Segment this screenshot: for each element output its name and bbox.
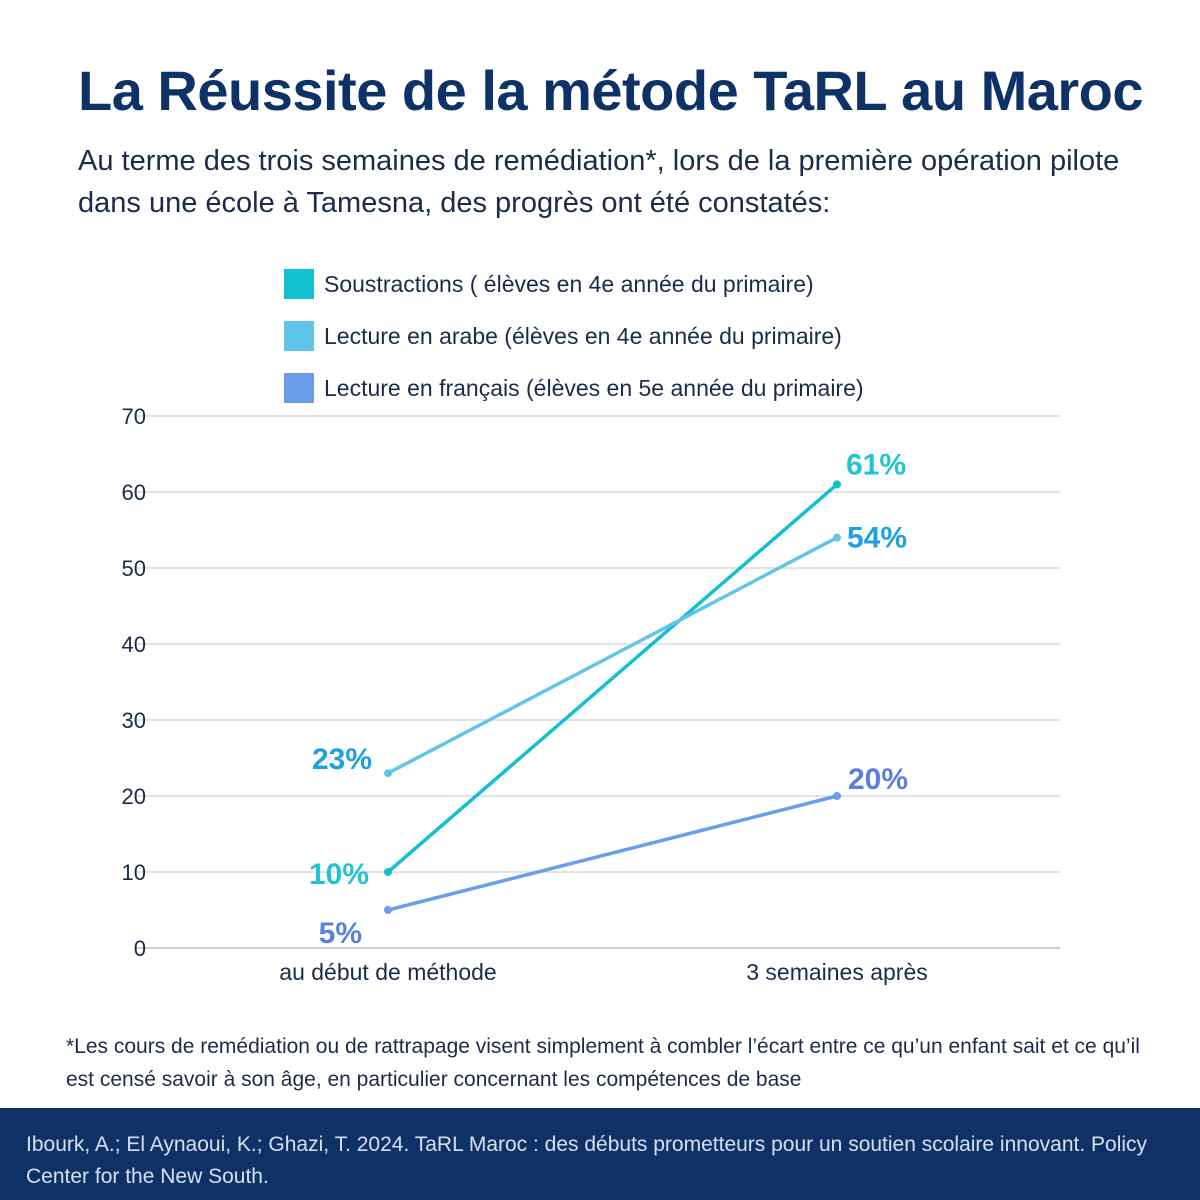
y-tick-label-40: 40	[122, 632, 146, 657]
source-citation: Ibourk, A.; El Aynaoui, K.; Ghazi, T. 20…	[26, 1133, 1148, 1188]
series-line-lecture-arabe	[386, 535, 839, 775]
y-tick-label-0: 0	[134, 936, 146, 961]
data-label-lecture-arabe-0: 23%	[312, 743, 372, 776]
y-tick-label-30: 30	[122, 708, 146, 733]
data-label-soustractions-0: 10%	[309, 858, 369, 891]
y-tick-label-20: 20	[122, 784, 146, 809]
point-soustractions-1	[833, 480, 841, 489]
footnote: *Les cours de remédiation ou de rattrapa…	[66, 1035, 1140, 1091]
data-label-soustractions-1: 61%	[846, 448, 906, 481]
legend-item-lecture-arabe: Lecture en arabe (élèves en 4e année du …	[284, 310, 864, 362]
legend-swatch-lecture-francais	[284, 373, 314, 403]
legend-label-lecture-francais: Lecture en français (élèves en 5e année …	[324, 374, 864, 401]
series-line-lecture-francais	[386, 794, 839, 912]
y-tick-label-60: 60	[122, 480, 146, 505]
y-tick-label-10: 10	[122, 860, 146, 885]
y-tick-label-70: 70	[122, 404, 146, 429]
point-lecture-arabe-0	[384, 769, 392, 778]
y-tick-label-50: 50	[122, 556, 146, 581]
chart-title: La Réussite de la métode TaRL au Maroc	[78, 59, 1144, 122]
x-tick-label-1: 3 semaines après	[746, 959, 928, 985]
point-soustractions-0	[384, 868, 392, 876]
chart-subtitle: Au terme des trois semaines de remédiati…	[78, 145, 1120, 219]
source-bar: Ibourk, A.; El Aynaoui, K.; Ghazi, T. 20…	[0, 1108, 1200, 1200]
data-label-lecture-arabe-1: 54%	[847, 522, 907, 555]
x-tick-label-0: au début de méthode	[279, 959, 496, 985]
legend: Soustractions ( élèves en 4e année du pr…	[284, 258, 864, 414]
data-label-lecture-francais-1: 20%	[848, 763, 908, 796]
legend-label-soustractions: Soustractions ( élèves en 4e année du pr…	[324, 270, 814, 297]
point-lecture-francais-1	[833, 792, 841, 800]
legend-swatch-soustractions	[284, 269, 314, 299]
point-lecture-francais-0	[384, 906, 392, 914]
line-chart: 0 10 20 30 40 50 60 70 au début de méthode 3 sema…	[122, 404, 1060, 985]
legend-label-lecture-arabe: Lecture en arabe (élèves en 4e année du …	[324, 322, 842, 349]
series-line-soustractions	[386, 482, 839, 874]
legend-item-soustractions: Soustractions ( élèves en 4e année du pr…	[284, 258, 864, 310]
legend-item-lecture-francais: Lecture en français (élèves en 5e année …	[284, 362, 864, 414]
point-lecture-arabe-1	[833, 533, 841, 542]
legend-swatch-lecture-arabe	[284, 321, 314, 351]
data-label-lecture-francais-0: 5%	[319, 917, 362, 950]
